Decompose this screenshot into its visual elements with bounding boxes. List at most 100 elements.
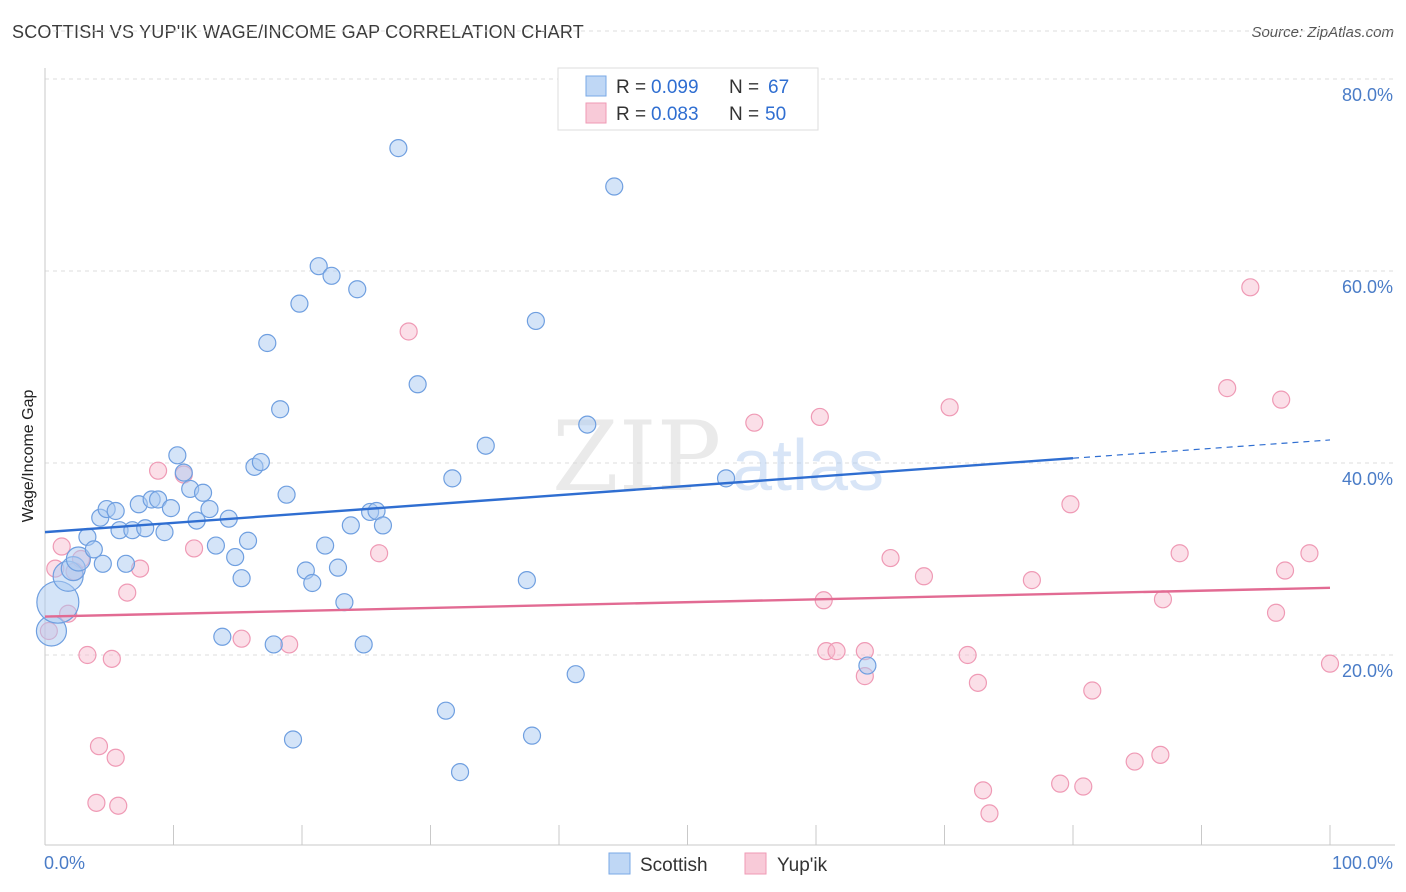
scottish-point [328,558,348,577]
bottom-legend-scottish: Scottish [640,855,708,876]
scottish-point [476,436,495,455]
x-tick-labels: 0.0% 100.0% [44,853,1393,873]
scottish-point [526,311,545,331]
yupik-point [232,629,251,648]
yupik-point [968,673,988,692]
yupik-point [87,793,106,812]
scottish-point [408,375,427,394]
scottish-points [35,139,877,782]
legend-r-label-1: R = [616,77,646,98]
yupik-point [817,642,836,661]
watermark-zip: ZIP [552,401,721,513]
legend-r-value-1: 0.099 [651,77,699,98]
yupik-point [827,642,846,661]
scottish-point [316,536,335,555]
scottish-point [373,516,393,535]
yupik-point [1241,278,1260,297]
scottish-point [348,280,367,299]
scottish-point [213,627,232,646]
legend-r-value-2: 0.083 [651,104,699,125]
scottish-point [389,139,408,158]
yupik-point [980,804,999,823]
scottish-point [106,501,125,521]
yupik-point [973,781,993,800]
axes [44,68,1395,846]
watermark: ZIP atlas [552,401,884,513]
x-tick-label: 100.0% [1332,853,1393,873]
yupik-point [1153,590,1173,609]
legend-n-label-1: N = [729,77,759,98]
yupik-point [184,539,204,558]
yupik-point [280,635,299,654]
legend-swatch-scottish [585,75,607,97]
scottish-point [65,546,92,572]
scottish-point [290,294,309,313]
y-axis-title: Wage/Income Gap [20,390,37,523]
yupik-point [958,645,977,665]
scottish-point [193,483,213,502]
scottish-point [283,730,303,749]
scottish-point [226,547,245,567]
bottom-legend-swatch-scottish [608,852,631,875]
scottish-point [303,573,322,593]
scottish-point [232,569,251,588]
watermark-atlas: atlas [732,426,884,506]
scottish-point [522,726,542,745]
yupik-point [52,537,71,556]
legend-r-label-2: R = [616,104,646,125]
scottish-point [200,499,219,519]
yupik-point [89,737,109,756]
y-tick-label: 80.0% [1342,85,1393,105]
scottish-point [450,763,470,782]
y-tick-label: 20.0% [1342,661,1393,681]
yupik-point [1300,544,1319,563]
yupik-point [1022,571,1041,590]
scottish-point [436,701,456,720]
scottish-point [116,554,136,573]
yupik-point [1151,745,1170,764]
yupik-point [1061,495,1080,514]
y-tick-label: 40.0% [1342,469,1393,489]
scottish-point [309,257,328,276]
scottish-point [258,333,277,353]
scottish-point [238,531,258,550]
scottish-point [354,635,373,654]
yupik-point [370,544,389,563]
scottish-point [271,400,290,419]
yupik-point [78,645,97,665]
bottom-legend-yupik: Yup'ik [777,855,828,876]
yupik-point [1170,544,1189,563]
yupik-point [1320,654,1340,673]
legend-n-label-2: N = [729,104,759,125]
yupik-point [106,748,125,767]
scottish-point [277,485,296,504]
yupik-point [745,413,764,432]
legend-swatch-yupik [585,102,607,124]
scottish-point [168,446,187,465]
scottish-point [578,415,597,434]
yupik-point [940,398,959,417]
bottom-legend: Scottish Yup'ik [608,852,828,876]
scottish-trend-extension [1072,439,1331,459]
yupik-point [1266,603,1286,622]
yupik-point [1051,774,1070,793]
yupik-point [399,322,418,341]
yupik-point [914,567,934,586]
yupik-point [881,548,900,568]
legend-n-value-1: 67 [768,77,789,98]
yupik-point [810,407,829,427]
scottish-point [136,519,155,538]
yupik-point [102,649,121,668]
scottish-point [84,540,103,559]
scottish-point [858,656,877,675]
yupik-point [1272,390,1291,409]
yupik-point [1074,777,1093,796]
scottish-point [322,266,341,285]
scottish-point [264,635,283,654]
yupik-point [148,461,168,480]
trend-lines [44,439,1331,618]
yupik-point [1125,752,1144,771]
scottish-point [93,554,112,573]
legend: R = 0.099 N = 67 R = 0.083 N = 50 [557,67,819,131]
scottish-point [155,523,174,542]
